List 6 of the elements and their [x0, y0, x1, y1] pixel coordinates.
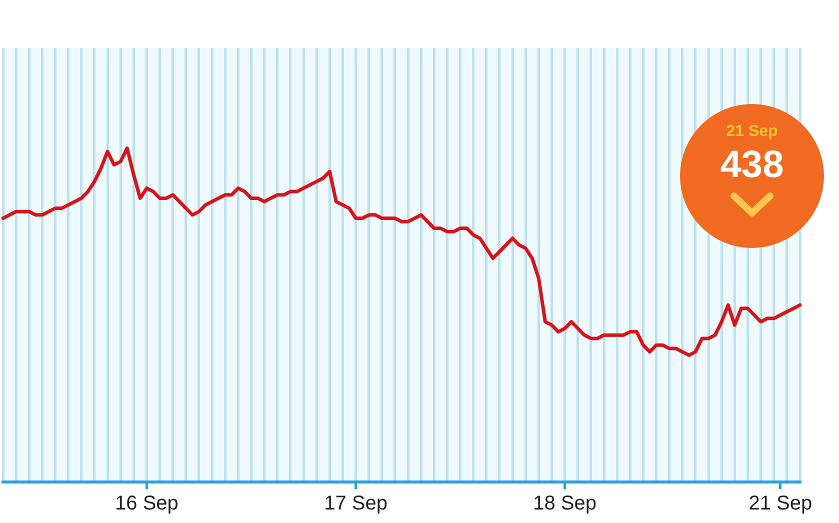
x-tick-label: 18 Sep [533, 492, 597, 515]
x-tick-label: 17 Sep [324, 492, 388, 515]
annotation: 438 [719, 144, 785, 186]
text: 21 Sep [725, 123, 779, 140]
x-tick-label: 16 Sep [115, 492, 178, 515]
x-tick-label: 21 Sep [748, 492, 812, 515]
